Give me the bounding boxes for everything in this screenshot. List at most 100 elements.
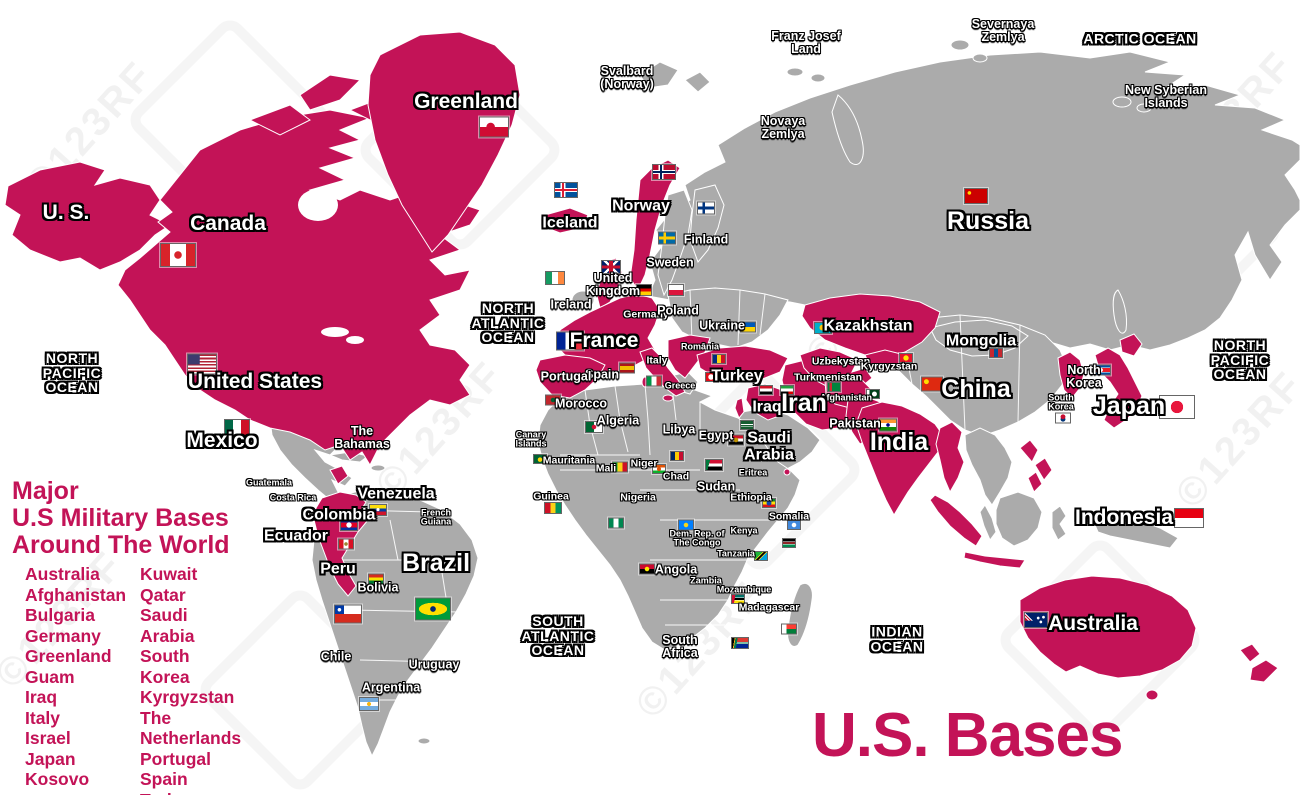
map-label-mexico: Mexico	[186, 429, 258, 453]
region-canada-usa	[117, 109, 481, 467]
flag-turkey-icon	[705, 372, 719, 382]
legend-item: Italy	[25, 707, 61, 728]
region-israel	[734, 397, 745, 419]
map-label-venezuela: Venezuela	[357, 485, 435, 503]
map-label-ukraine: Ukraine	[699, 318, 745, 333]
map-label-sudan: Sudan	[696, 479, 736, 494]
map-label-canada: Canada	[190, 212, 266, 236]
map-label-libya: Libya	[662, 422, 696, 437]
flag-northkorea-icon	[1095, 364, 1111, 376]
map-label-niger: Niger	[630, 457, 658, 470]
region-severnaya-zemlya	[950, 39, 970, 51]
region-svalbard-2	[684, 71, 711, 93]
map-label-france: France	[569, 329, 639, 353]
region-africa	[537, 383, 801, 651]
map-label-severnaya-zemlya: Severnaya Zemlya	[971, 17, 1035, 44]
map-label-north-pacific-ocean: NORTH PACIFIC OCEAN	[42, 350, 102, 396]
map-label-ecuador: Ecuador	[263, 527, 329, 545]
main-title: U.S. Bases	[812, 701, 1124, 770]
flag-kenya-icon	[782, 538, 796, 548]
region-balkans	[667, 334, 711, 379]
flag-turkmenistan-icon	[827, 382, 841, 392]
map-label-australia: Australia	[1048, 612, 1138, 636]
region-philippines-3	[1027, 471, 1043, 493]
flag-indonesia-icon	[1174, 508, 1204, 528]
region-nicaragua	[329, 465, 349, 485]
flag-france-icon	[556, 331, 584, 351]
region-italy	[639, 347, 686, 397]
map-label-spain: Spain	[584, 367, 620, 382]
map-label-angola: Angola	[654, 562, 698, 577]
flag-chile-icon	[334, 604, 362, 624]
legend-item: Turkey	[140, 790, 241, 795]
flag-peru-icon	[338, 538, 354, 550]
flag-germany-icon	[636, 284, 652, 296]
map-label-north-atlantic-ocean: NORTH ATLANTIC OCEAN	[471, 300, 545, 346]
region-kazakhstan	[801, 293, 941, 359]
map-label-south-korea: South Korea	[1048, 392, 1074, 412]
map-label-nigeria: Nigeria	[620, 491, 656, 504]
map-label-dem-rep-of-the-congo: Dem. Rep. of The Congo	[669, 528, 725, 548]
region-philippines-2	[1034, 457, 1053, 481]
map-label-indian-ocean: INDIAN OCEAN	[870, 623, 924, 654]
map-label-indonesia: Indonesia	[1074, 506, 1174, 530]
map-label-mauritania: Mauritania	[542, 454, 596, 467]
map-label-north-pacific-ocean: NORTH PACIFIC OCEAN	[1210, 337, 1270, 383]
map-label-mozambique: Mozambique	[716, 584, 772, 595]
flag-ethiopia-icon	[762, 498, 776, 508]
map-label-kazakhstan: Kazakhstan	[823, 317, 913, 335]
legend-item: The Netherlands	[140, 707, 242, 749]
region-iceland	[541, 207, 589, 234]
flag-pakistan-icon	[866, 389, 880, 399]
legend-item: Saudi Arabia	[140, 605, 195, 646]
legend-column-2: Kuwait Qatar Saudi Arabia South Korea Kyrgyz…	[140, 564, 241, 795]
legend-column-1: Australia Afghanistan Bulgaria Germany Green…	[25, 564, 126, 790]
flag-iceland-icon	[554, 182, 578, 198]
flag-chad-icon	[670, 451, 684, 461]
region-sulawesi	[1051, 505, 1067, 541]
map-label-eritrea: Eritrea	[738, 467, 768, 478]
map-label-chad: Chad	[662, 470, 690, 483]
map-label-kenya: Kenya	[730, 525, 758, 536]
great-lakes-2	[346, 336, 364, 344]
flag-norway-icon	[652, 164, 676, 180]
region-sumatra	[929, 494, 983, 547]
flag-somalia-icon	[787, 520, 801, 530]
region-djibouti	[783, 468, 791, 476]
map-label-madagascar: Madagascar	[738, 601, 800, 614]
flag-angola-icon	[639, 563, 655, 575]
region-india	[855, 401, 946, 517]
flag-saudi-icon	[740, 420, 754, 430]
legend-title-line: Around The World	[12, 531, 230, 559]
map-label-zambia: Zambia	[690, 575, 722, 586]
map-label-iran: Iran	[781, 389, 827, 417]
map-label-turkey: Turkey	[711, 367, 763, 385]
flag-venezuela-icon	[369, 504, 387, 516]
flag-ireland-icon	[545, 271, 565, 285]
flag-china-icon	[921, 376, 943, 392]
flag-bolivia-icon	[368, 573, 384, 585]
map-label-new-syberian-islands: New Syberian Islands	[1125, 83, 1207, 110]
region-franz-josef	[786, 67, 804, 77]
map-label-costa-rica: Costa Rica	[269, 492, 317, 503]
legend-item: Bulgaria	[25, 605, 96, 625]
region-new-guinea	[1094, 517, 1179, 549]
flag-drcongo-icon	[678, 519, 694, 531]
map-label-russia: Russia	[947, 207, 1029, 235]
map-label-italy: Italy	[646, 354, 668, 367]
map-label-pakistan: Pakistan	[829, 416, 881, 431]
map-label-kyrgyzstan: Kyrgyzstan	[860, 360, 918, 373]
flag-brazil-icon	[415, 597, 451, 621]
flag-madagascar-icon	[781, 623, 797, 635]
legend-item: Australia	[25, 564, 100, 584]
region-borneo	[995, 491, 1043, 547]
legend-title: Major U.S Military Bases Around The World	[12, 478, 230, 559]
flag-argentina-icon	[359, 697, 379, 711]
region-java	[963, 551, 1026, 569]
map-label-argentina: Argentina	[361, 680, 421, 695]
map-label-south-africa: South Africa	[662, 633, 698, 660]
flag-mauritania-icon	[533, 454, 547, 464]
map-label-arctic-ocean: ARCTIC OCEAN	[1083, 30, 1197, 47]
flag-canada-icon	[160, 243, 196, 267]
map-label-rom-nia: România	[680, 341, 720, 352]
